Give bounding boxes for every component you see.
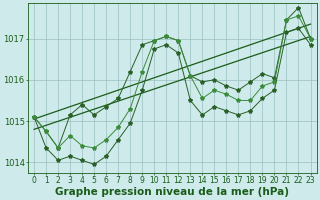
X-axis label: Graphe pression niveau de la mer (hPa): Graphe pression niveau de la mer (hPa) bbox=[55, 187, 289, 197]
